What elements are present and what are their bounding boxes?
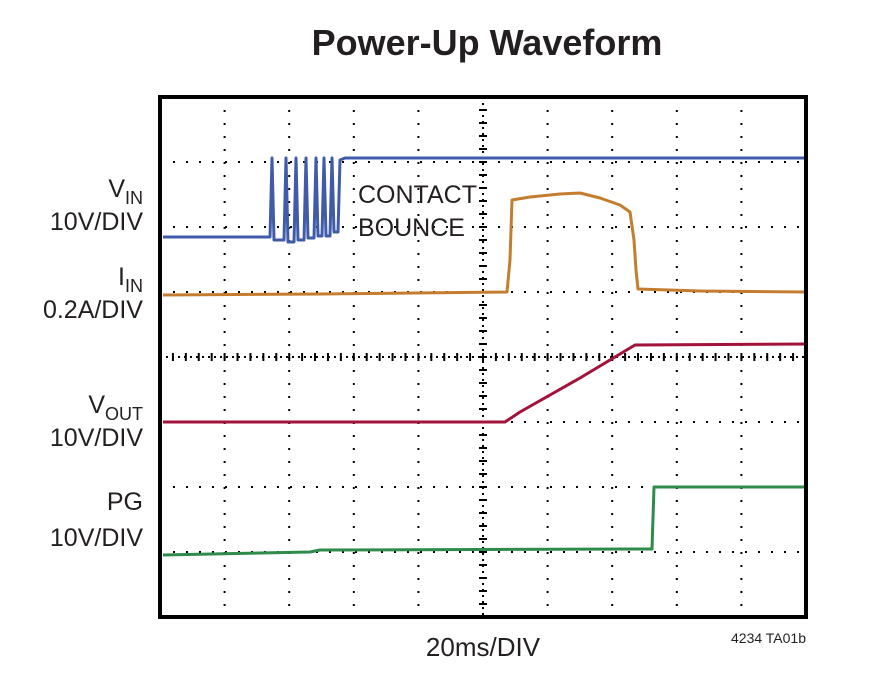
plot-frame (158, 95, 808, 619)
annotation: BOUNCE (358, 214, 465, 242)
figure-id: 4234 TA01b (731, 630, 806, 646)
title: Power-Up Waveform (312, 22, 663, 63)
vout-trace (163, 342, 807, 424)
annotation: CONTACT (358, 181, 477, 209)
channel-scale: 10V/DIV (50, 424, 143, 452)
x-label: 20ms/DIV (426, 632, 541, 662)
vin-trace (163, 156, 806, 244)
channel-scale: 10V/DIV (50, 524, 143, 552)
channel-scale: 10V/DIV (50, 208, 143, 236)
channel-scale: 0.2A/DIV (43, 296, 143, 324)
channel-label: VIN (108, 175, 143, 208)
iin-trace (162, 191, 807, 297)
channel-label: IIN (118, 263, 143, 296)
channel-label: PG (107, 488, 143, 516)
channel-label: VOUT (88, 391, 143, 424)
grid (160, 97, 806, 617)
pg-trace (162, 485, 806, 557)
